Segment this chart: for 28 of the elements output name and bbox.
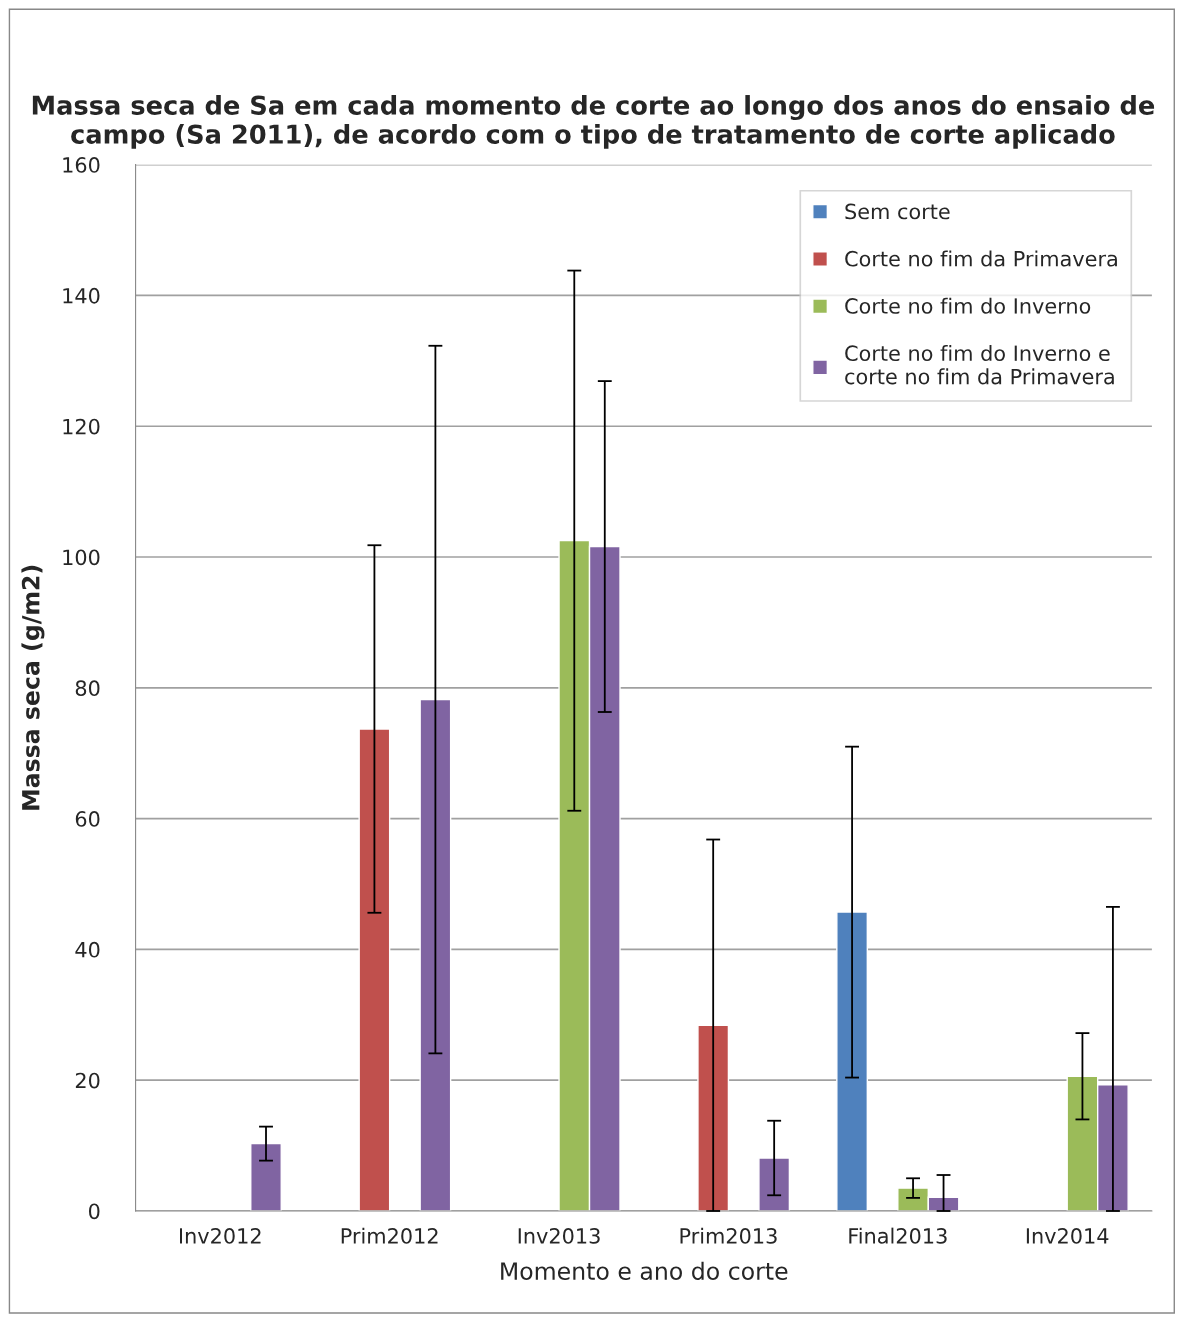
chart-title: Massa seca de Sa em cada momento de corte ao longo dos anos do ensaio de campo (Sa 2011), de acordo com o tipo de tratamento de corte aplicado: [32, 95, 1155, 149]
x-tick-label: Final2013: [849, 1227, 947, 1244]
x-tick-label: Prim2013: [680, 1227, 777, 1244]
bar: [836, 911, 869, 1211]
legend-label: Corte no fim do Inverno: [845, 297, 1091, 314]
x-tick-label: Inv2013: [518, 1228, 600, 1244]
legend-label: Corte no fim do Inverno e corte no fim da Primavera: [845, 344, 1114, 385]
y-tick-label: 140: [63, 287, 100, 304]
y-tick-label: 80: [75, 680, 100, 697]
y-tick-label: 100: [63, 549, 100, 566]
bar: [697, 1024, 730, 1211]
y-tick-label: 120: [63, 418, 100, 435]
legend-label: Corte no fim da Primavera: [845, 250, 1117, 267]
y-tick-label: 160: [63, 157, 100, 173]
x-tick-label: Prim2012: [341, 1227, 438, 1244]
y-tick-label: 0: [88, 1203, 100, 1220]
y-tick-label: 20: [75, 1072, 100, 1089]
y-tick-label: 60: [75, 811, 100, 827]
bar: [358, 728, 391, 1211]
x-axis-title: Momento e ano do corte: [501, 1261, 788, 1280]
y-tick-label: 40: [75, 941, 100, 958]
y-axis-title: Massa seca (g/m2): [21, 565, 45, 810]
x-tick-label: Inv2014: [1026, 1228, 1109, 1244]
legend-label: Sem corte: [845, 203, 950, 220]
x-tick-label: Inv2012: [179, 1228, 261, 1244]
bar: [250, 1142, 282, 1211]
bar: [419, 698, 452, 1211]
bar: [758, 1157, 791, 1211]
